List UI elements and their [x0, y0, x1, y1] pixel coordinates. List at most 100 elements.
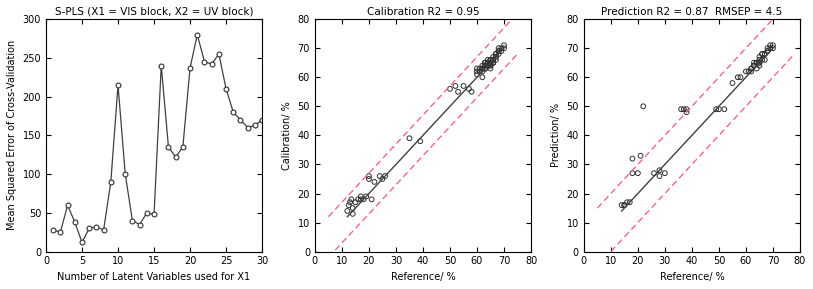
Point [653, 168, 666, 173]
Point [487, 58, 500, 62]
Point [750, 60, 763, 65]
Point [359, 194, 372, 199]
Point [365, 197, 378, 202]
Point [376, 177, 389, 181]
Point [481, 63, 494, 68]
Point [761, 46, 774, 51]
Point [675, 107, 688, 112]
Point [759, 58, 772, 62]
Point [484, 58, 497, 62]
Point [680, 107, 693, 112]
Point [726, 81, 739, 85]
Point [473, 69, 486, 74]
Point [489, 52, 502, 56]
Point [484, 60, 497, 65]
Y-axis label: Prediction/ %: Prediction/ % [551, 103, 561, 167]
Point [479, 60, 492, 65]
Point [443, 87, 456, 91]
Y-axis label: Mean Squared Error of Cross-Validation: Mean Squared Error of Cross-Validation [7, 40, 17, 231]
Point [479, 66, 492, 71]
Point [489, 55, 502, 59]
Point [354, 194, 367, 199]
Point [449, 84, 462, 88]
Point [755, 52, 768, 56]
Point [767, 46, 780, 51]
Point [647, 171, 660, 175]
X-axis label: Reference/ %: Reference/ % [659, 272, 724, 282]
Point [476, 69, 489, 74]
Point [367, 179, 380, 184]
Point [761, 49, 774, 53]
Point [473, 66, 486, 71]
Point [484, 60, 497, 65]
Point [481, 60, 494, 65]
Point [346, 206, 359, 210]
Point [363, 177, 376, 181]
Point [495, 46, 508, 51]
Point [745, 66, 758, 71]
Point [637, 104, 650, 109]
Point [489, 55, 502, 59]
Point [753, 63, 766, 68]
Point [457, 84, 470, 88]
Point [734, 75, 747, 79]
Point [481, 60, 494, 65]
Point [349, 200, 362, 205]
Point [492, 49, 505, 53]
Point [484, 58, 497, 62]
Point [753, 60, 766, 65]
Point [620, 200, 633, 205]
Point [747, 63, 760, 68]
Point [487, 60, 500, 65]
Point [403, 136, 416, 140]
Point [677, 107, 690, 112]
Point [481, 60, 494, 65]
Point [484, 63, 497, 68]
Point [487, 58, 500, 62]
Point [489, 58, 502, 62]
Point [759, 52, 772, 56]
Title: S-PLS (X1 = VIS block, X2 = UV block): S-PLS (X1 = VIS block, X2 = UV block) [54, 7, 254, 17]
Point [363, 174, 376, 178]
Point [761, 49, 774, 53]
Point [763, 46, 776, 51]
Point [351, 197, 364, 202]
Y-axis label: Calibration/ %: Calibration/ % [282, 101, 292, 170]
Point [479, 63, 492, 68]
Point [634, 153, 647, 158]
Point [750, 66, 763, 71]
Point [498, 43, 511, 48]
Point [767, 43, 780, 48]
Point [341, 209, 354, 213]
Point [712, 107, 725, 112]
Point [763, 43, 776, 48]
Point [739, 69, 752, 74]
X-axis label: Reference/ %: Reference/ % [390, 272, 455, 282]
Point [615, 203, 628, 208]
Point [492, 46, 505, 51]
Point [479, 66, 492, 71]
Point [495, 49, 508, 53]
Point [481, 63, 494, 68]
Point [487, 60, 500, 65]
Point [492, 52, 505, 56]
Point [626, 171, 639, 175]
Point [414, 139, 427, 144]
Title: Prediction R2 = 0.87  RMSEP = 4.5: Prediction R2 = 0.87 RMSEP = 4.5 [602, 7, 782, 17]
Point [484, 60, 497, 65]
Point [479, 66, 492, 71]
Point [479, 60, 492, 65]
Point [732, 75, 745, 79]
Point [379, 174, 392, 178]
Point [479, 60, 492, 65]
Point [476, 66, 489, 71]
Point [481, 60, 494, 65]
Title: Calibration R2 = 0.95: Calibration R2 = 0.95 [367, 7, 480, 17]
Point [747, 60, 760, 65]
Point [479, 63, 492, 68]
Point [742, 69, 755, 74]
Point [755, 58, 768, 62]
Point [346, 212, 359, 216]
Point [659, 171, 672, 175]
Point [680, 110, 693, 114]
